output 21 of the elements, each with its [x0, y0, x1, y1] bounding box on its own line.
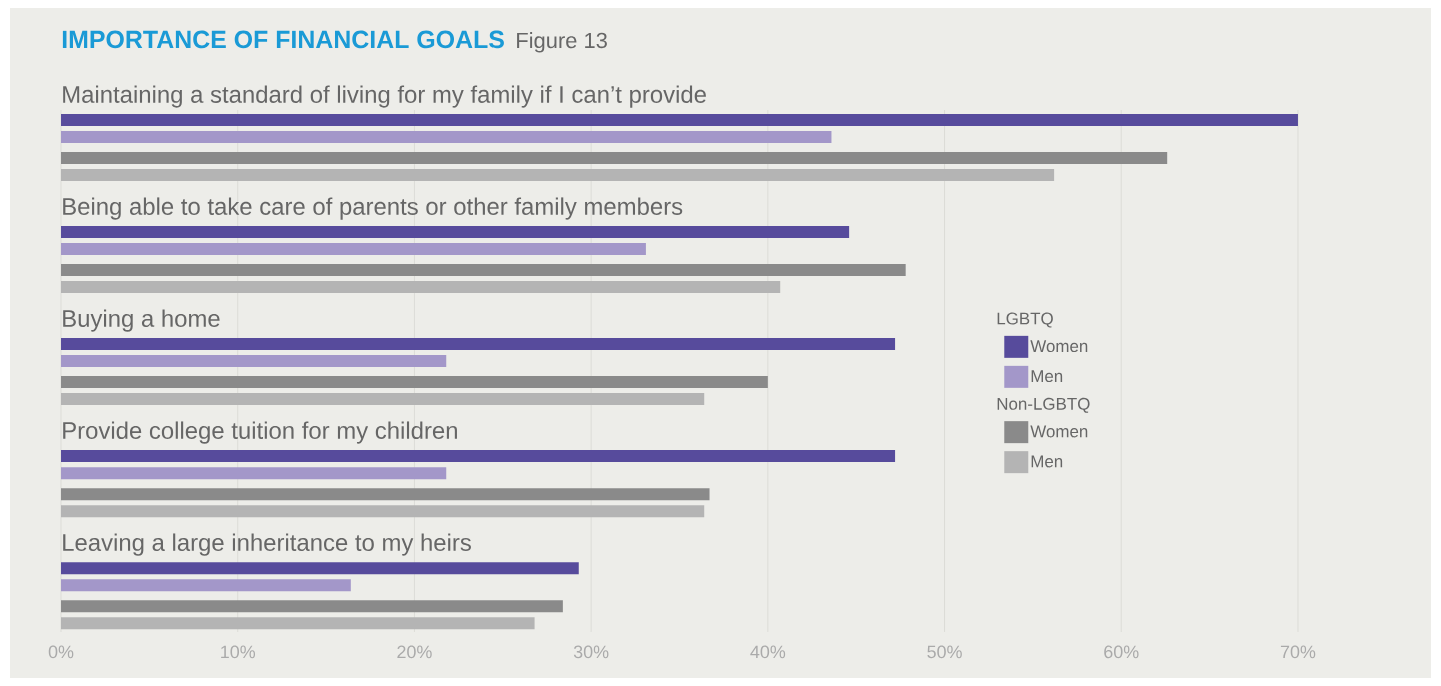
y-tick-label: Provide college tuition for my children: [63, 421, 457, 444]
legend-label: Men: [1031, 455, 1063, 468]
x-tick-label: 50%: [927, 645, 962, 659]
y-tick-label: Maintaining a standard of living for my family if I can’t provide: [63, 85, 706, 108]
chart-title: IMPORTANCE OF FINANCIAL GOALS: [62, 30, 504, 49]
x-tick-label: 70%: [1280, 645, 1316, 659]
x-tick-label: 30%: [573, 645, 609, 659]
y-tick-label: Being able to take care of parents or other family members: [63, 197, 683, 220]
y-tick-label: Leaving a large inheritance to my heirs: [63, 533, 471, 556]
x-tick-label: 20%: [397, 645, 432, 659]
annotation: Non-LGBTQ: [997, 397, 1090, 413]
legend-label: Men: [1031, 370, 1063, 383]
x-tick-label: 60%: [1104, 645, 1139, 659]
y-tick-label: Buying a home: [63, 309, 220, 332]
x-tick-label: 0%: [48, 645, 74, 659]
legend-label: Women: [1030, 425, 1088, 438]
legend-label: Women: [1030, 340, 1088, 353]
chart-subtitle: Figure 13: [517, 32, 607, 53]
x-tick-label: 40%: [750, 645, 786, 659]
x-tick-label: 10%: [221, 645, 256, 659]
annotation: LGBTQ: [997, 312, 1053, 328]
